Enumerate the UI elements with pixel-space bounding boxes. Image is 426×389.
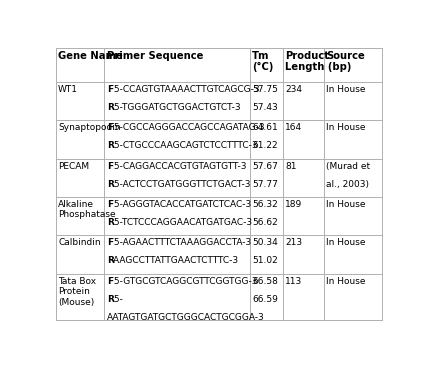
Text: 66.59: 66.59 xyxy=(252,295,278,304)
Text: 5-TCTCCCAGGAACATGATGAC-3: 5-TCTCCCAGGAACATGATGAC-3 xyxy=(111,218,252,227)
Text: F: F xyxy=(107,123,113,132)
Text: -AAGCCTTATTGAACTCTTTC-3: -AAGCCTTATTGAACTCTTTC-3 xyxy=(111,256,239,265)
Text: F: F xyxy=(107,85,113,94)
Text: (Murad et: (Murad et xyxy=(326,162,371,171)
Text: 5-TGGGATGCTGGACTGTCT-3: 5-TGGGATGCTGGACTGTCT-3 xyxy=(111,103,241,112)
Text: In House: In House xyxy=(326,85,366,94)
Text: 57.77: 57.77 xyxy=(252,180,278,189)
Text: In House: In House xyxy=(326,200,366,209)
Text: 213: 213 xyxy=(285,238,302,247)
Text: R: R xyxy=(107,218,114,227)
Text: Product
Length (bp): Product Length (bp) xyxy=(285,51,351,72)
Text: R: R xyxy=(107,103,114,112)
Text: F: F xyxy=(107,238,113,247)
Text: 5-ACTCCTGATGGGTTCTGACT-3: 5-ACTCCTGATGGGTTCTGACT-3 xyxy=(111,180,250,189)
Text: R: R xyxy=(107,295,114,304)
Text: R: R xyxy=(107,180,114,189)
Text: 57.75: 57.75 xyxy=(252,85,278,94)
Text: 5-CCAGTGTAAAACTTGTCAGCG-3: 5-CCAGTGTAAAACTTGTCAGCG-3 xyxy=(111,85,260,94)
Text: 5-CGCCAGGGACCAGCCAGATAG-3: 5-CGCCAGGGACCAGCCAGATAG-3 xyxy=(111,123,265,132)
Text: 51.02: 51.02 xyxy=(252,256,278,265)
Text: 5-GTGCGTCAGGCGTTCGGTGG-3: 5-GTGCGTCAGGCGTTCGGTGG-3 xyxy=(111,277,258,286)
Text: Tata Box
Protein
(Mouse): Tata Box Protein (Mouse) xyxy=(58,277,96,307)
Text: Source: Source xyxy=(326,51,365,61)
Text: Synaptopodin: Synaptopodin xyxy=(58,123,121,132)
Text: F: F xyxy=(107,162,113,171)
Text: 113: 113 xyxy=(285,277,302,286)
Text: 5-CTGCCCAAGCAGTCTCCTTTC-3: 5-CTGCCCAAGCAGTCTCCTTTC-3 xyxy=(111,141,258,150)
Text: WT1: WT1 xyxy=(58,85,78,94)
Text: Alkaline
Phosphatase: Alkaline Phosphatase xyxy=(58,200,116,219)
Text: 56.32: 56.32 xyxy=(252,200,278,209)
Text: 5-: 5- xyxy=(111,295,123,304)
Text: In House: In House xyxy=(326,238,366,247)
Text: 189: 189 xyxy=(285,200,302,209)
Text: In House: In House xyxy=(326,123,366,132)
Text: Tm
(°C): Tm (°C) xyxy=(252,51,273,72)
Text: In House: In House xyxy=(326,277,366,286)
Text: 81: 81 xyxy=(285,162,296,171)
Text: PECAM: PECAM xyxy=(58,162,89,171)
Text: R: R xyxy=(107,141,114,150)
Text: 57.43: 57.43 xyxy=(252,103,278,112)
Text: Gene Name: Gene Name xyxy=(58,51,123,61)
Text: 5-CAGGACCACGTGTAGTGTT-3: 5-CAGGACCACGTGTAGTGTT-3 xyxy=(111,162,247,171)
Text: 5-AGAACTTTCTAAAGGACCTA-3: 5-AGAACTTTCTAAAGGACCTA-3 xyxy=(111,238,251,247)
Text: 57.67: 57.67 xyxy=(252,162,278,171)
Text: AATAGTGATGCTGGGCACTGCGGA-3: AATAGTGATGCTGGGCACTGCGGA-3 xyxy=(107,313,265,322)
Text: 50.34: 50.34 xyxy=(252,238,278,247)
Text: Calbindin: Calbindin xyxy=(58,238,101,247)
Text: R: R xyxy=(107,256,114,265)
Text: 66.58: 66.58 xyxy=(252,277,278,286)
Text: 64.61: 64.61 xyxy=(252,123,278,132)
Text: 56.62: 56.62 xyxy=(252,218,278,227)
Text: 164: 164 xyxy=(285,123,302,132)
Text: Primer Sequence: Primer Sequence xyxy=(107,51,203,61)
Text: 234: 234 xyxy=(285,85,302,94)
Text: al., 2003): al., 2003) xyxy=(326,180,369,189)
Text: F: F xyxy=(107,277,113,286)
Text: F: F xyxy=(107,200,113,209)
Text: 61.22: 61.22 xyxy=(252,141,278,150)
Text: 5-AGGGTACACCATGATCTCAC-3: 5-AGGGTACACCATGATCTCAC-3 xyxy=(111,200,251,209)
